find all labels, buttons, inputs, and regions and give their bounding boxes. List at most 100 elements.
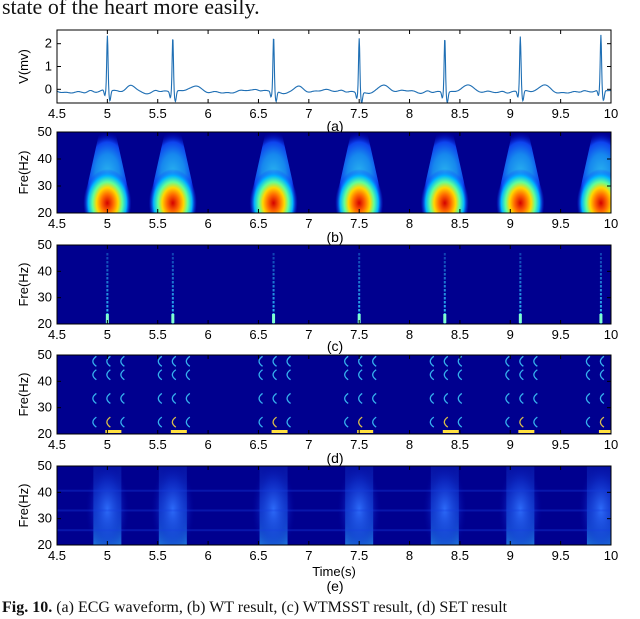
wtmsst-ridge-dot (171, 305, 174, 308)
wtmsst-ridge-dot (443, 281, 446, 284)
x-tick-label: 6 (204, 437, 211, 452)
set-base-mark (598, 430, 611, 433)
set-arc (585, 355, 591, 367)
x-tick-label: 7 (305, 327, 312, 342)
set-arc (106, 369, 111, 381)
wtmsst-ridge-dot (599, 305, 602, 308)
set-base-mark (357, 430, 374, 433)
x-tick-label: 9.5 (552, 106, 570, 121)
wtmsst-ridge-base (443, 314, 447, 323)
wtmsst-ridge-dot (443, 289, 446, 292)
y-tick-label: 30 (38, 290, 52, 305)
set-arc (599, 369, 605, 381)
set-arc (429, 416, 435, 428)
x-tick-label: 8 (406, 216, 413, 231)
wtmsst-ridge-dot (171, 265, 174, 268)
x-tick-label: 8 (406, 106, 413, 121)
x-tick-label: 5 (104, 548, 111, 563)
x-tick-label: 4.5 (48, 548, 66, 563)
x-tick-label: 9.5 (552, 216, 570, 231)
wtmsst-ridge-dot (519, 273, 522, 276)
x-tick-label: 9 (507, 437, 514, 452)
x-tick-label: 6 (204, 106, 211, 121)
texture-line (57, 509, 611, 512)
wtmsst-ridge-dot (358, 277, 361, 280)
set-arc (92, 392, 97, 404)
wtmsst-ridge-dot (443, 265, 446, 268)
y-tick-label: 1 (45, 59, 52, 74)
plot-area-5 (57, 466, 611, 545)
wtmsst-ridge-dot (272, 257, 275, 260)
x-tick-label: 5 (104, 327, 111, 342)
panel-label: (d) (326, 450, 343, 466)
set-arc (272, 416, 277, 428)
wtmsst-ridge-dot (519, 277, 522, 280)
wtmsst-ridge-dot (106, 297, 109, 300)
set-arc (614, 417, 618, 427)
set-arc (519, 355, 524, 367)
wtmsst-ridge-dot (599, 277, 602, 280)
y-tick-label: 50 (38, 237, 52, 252)
energy-glow (85, 466, 130, 545)
set-arc (505, 369, 510, 381)
x-tick-label: 10 (604, 106, 618, 121)
y-tick-label: 2 (45, 36, 52, 51)
wtmsst-ridge-dot (358, 285, 361, 288)
wtmsst-ridge-dot (272, 265, 275, 268)
plot-area-4 (57, 355, 618, 434)
wtmsst-ridge-dot (106, 277, 109, 280)
wtmsst-ridge-dot (106, 273, 109, 276)
set-arc (272, 355, 277, 367)
set-arc (457, 416, 463, 428)
plot-area-1 (57, 30, 611, 103)
set-arc (429, 392, 435, 404)
set-arc (272, 369, 277, 381)
set-arc (599, 392, 605, 404)
wt-energy-blob (420, 169, 469, 213)
set-base-mark (105, 430, 122, 433)
y-tick-label: 40 (38, 373, 52, 388)
x-tick-label: 9 (507, 548, 514, 563)
wtmsst-ridge-dot (272, 297, 275, 300)
wtmsst-ridge-dot (106, 293, 109, 296)
x-tick-label: 4.5 (48, 327, 66, 342)
x-tick-label: 4.5 (48, 437, 66, 452)
wtmsst-ridge-dot (599, 285, 602, 288)
wtmsst-ridge-dot (106, 281, 109, 284)
wtmsst-ridge-dot (599, 301, 602, 304)
wtmsst-ridge-dot (272, 273, 275, 276)
set-arc (372, 416, 377, 428)
set-arc (344, 369, 349, 381)
set-arc (286, 416, 291, 428)
set-arc (429, 355, 435, 367)
set-arc (372, 369, 377, 381)
wtmsst-ridge-dot (171, 293, 174, 296)
x-tick-label: 5.5 (149, 106, 167, 121)
panel-label: (e) (326, 578, 343, 594)
wtmsst-ridge-dot (599, 289, 602, 292)
axes-frame (56, 244, 612, 325)
ecg-figure: 4.5 5 5.5 6 6.5 7 7.5 8 8.5 9 9.5 10 0 1 2 V(mv) (a) 4.5 5… (16, 29, 618, 594)
figure-caption-text: (a) ECG waveform, (b) WT result, (c) WTM… (56, 599, 508, 616)
wt-energy-blob (148, 169, 197, 213)
y-tick-label: 40 (38, 484, 52, 499)
x-tick-label: 6.5 (249, 327, 267, 342)
x-tick-label: 7 (305, 437, 312, 452)
x-axis-label: Time(s) (312, 564, 356, 579)
x-tick-label: 8.5 (451, 216, 469, 231)
set-arc (286, 369, 291, 381)
x-tick-label: 5.5 (149, 548, 167, 563)
set-arc (358, 392, 363, 404)
wtmsst-ridge-dot (171, 257, 174, 260)
wtmsst-ridge-dot (272, 305, 275, 308)
y-tick-label: 50 (38, 124, 52, 139)
panel-4: 4.5 5 5.5 6 6.5 7 7.5 8 8.5 9 9.5 10 20 30 40 50 Fre(Hz)… (16, 347, 618, 466)
x-tick-label: 8 (406, 327, 413, 342)
wtmsst-ridge-dot (106, 289, 109, 292)
set-arc (519, 369, 524, 381)
x-tick-label: 10 (604, 437, 618, 452)
y-tick-label: 50 (38, 458, 52, 473)
wtmsst-ridge-dot (599, 281, 602, 284)
set-arc (519, 416, 524, 428)
set-arc (614, 370, 618, 380)
